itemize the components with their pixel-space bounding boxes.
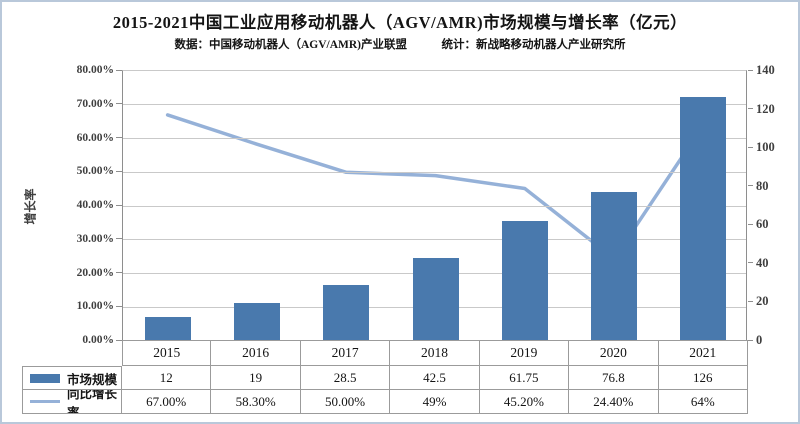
value-cell: 61.75: [479, 366, 570, 390]
left-axis-tickmark: [116, 272, 122, 273]
left-axis-tickmark: [116, 137, 122, 138]
value-cell: 64%: [658, 390, 748, 414]
value-cell: 19: [211, 366, 301, 390]
data-table: 2015 2016 2017 2018 2019 2020 2021 市场规模 12 19 28.5…: [22, 340, 748, 414]
right-axis-tick-label: 140: [756, 63, 775, 77]
value-cell: 126: [658, 366, 748, 390]
value-cell: 67.00%: [122, 390, 212, 414]
left-axis-tickmark: [116, 339, 122, 341]
gridline: [123, 171, 746, 173]
left-axis-tick-label: 0.00%: [82, 334, 114, 346]
legend-cell-market-size: 市场规模: [22, 366, 122, 390]
value-cell: 49%: [390, 390, 480, 414]
left-axis-tickmark: [116, 305, 122, 307]
bar-2015: [144, 316, 191, 340]
value-cell: 45.20%: [479, 390, 570, 414]
value-cell: 58.30%: [211, 390, 301, 414]
legend-cell-growth-rate: 同比增长率: [22, 390, 122, 414]
left-axis-tick-label: 80.00%: [76, 64, 114, 76]
line-series-swatch-icon: [30, 400, 60, 403]
bar-2019: [501, 220, 548, 340]
right-axis-tickmark: [748, 108, 753, 110]
year-cell: 2018: [390, 340, 480, 366]
right-axis-tick-label: 40: [756, 255, 769, 270]
series-name: 同比增长率: [67, 390, 118, 414]
left-axis-tick-label: 40.00%: [76, 199, 114, 211]
right-axis-tick-label: 20: [756, 294, 769, 309]
right-axis-tick-label: 60: [756, 217, 769, 232]
bar-2021: [680, 97, 727, 340]
year-cell: 2017: [300, 340, 391, 366]
value-cell: 50.00%: [300, 390, 391, 414]
right-axis-tick-label: 100: [756, 140, 775, 155]
left-axis-tickmark: [116, 204, 122, 206]
value-cell: 28.5: [300, 366, 391, 390]
left-axis-tickmark: [116, 170, 122, 172]
gridline: [123, 138, 746, 139]
right-axis-tickmark: [748, 300, 753, 302]
chart-title: 2015-2021中国工业应用移动机器人（AGV/AMR)市场规模与增长率（亿元…: [112, 13, 688, 32]
right-axis-tick-label: 120: [756, 101, 775, 116]
left-axis-tick-label: 10.00%: [76, 300, 114, 313]
year-cell: 2019: [479, 340, 570, 366]
gridline: [123, 205, 746, 207]
value-cell: 76.8: [569, 366, 659, 390]
left-axis-tick-label: 50.00%: [76, 165, 114, 178]
plot-area: [122, 70, 747, 340]
right-axis-tickmark: [748, 262, 753, 264]
bar-2020: [591, 191, 638, 340]
gridline: [123, 104, 746, 106]
left-axis-tickmark: [116, 103, 122, 105]
right-axis-tickmark: [748, 185, 753, 187]
year-cell: 2020: [569, 340, 659, 366]
value-cell: 42.5: [390, 366, 480, 390]
value-cell: 12: [122, 366, 212, 390]
left-axis-tick-label: 60.00%: [76, 131, 114, 144]
left-axis-tick-label: 20.00%: [76, 266, 114, 279]
left-axis-tickmark: [116, 238, 122, 240]
chart-subtitle: 数据：中国移动机器人（AGV/AMR)产业联盟 统计：新战略移动机器人产业研究所: [174, 39, 626, 51]
year-cell: 2016: [211, 340, 301, 366]
left-axis-tickmark: [116, 69, 122, 71]
bar-2018: [412, 258, 459, 340]
year-cell: 2015: [122, 340, 212, 366]
gridline: [123, 239, 746, 241]
left-axis-tick-label: 30.00%: [76, 232, 114, 245]
right-axis-tickmark: [748, 223, 753, 225]
right-axis-tickmark: [748, 69, 753, 71]
year-cell: 2021: [658, 340, 748, 366]
bar-2017: [323, 285, 370, 340]
right-axis-tick-label: 0: [756, 333, 763, 347]
right-axis-tickmark: [748, 146, 753, 148]
right-axis-tickmark: [748, 339, 753, 341]
left-axis-tick-label: 70.00%: [76, 97, 114, 110]
right-axis-tick-label: 80: [756, 178, 769, 193]
bar-series-swatch-icon: [30, 373, 60, 383]
bar-2016: [233, 303, 280, 340]
series-name: 市场规模: [67, 372, 118, 387]
value-cell: 24.40%: [569, 390, 659, 414]
